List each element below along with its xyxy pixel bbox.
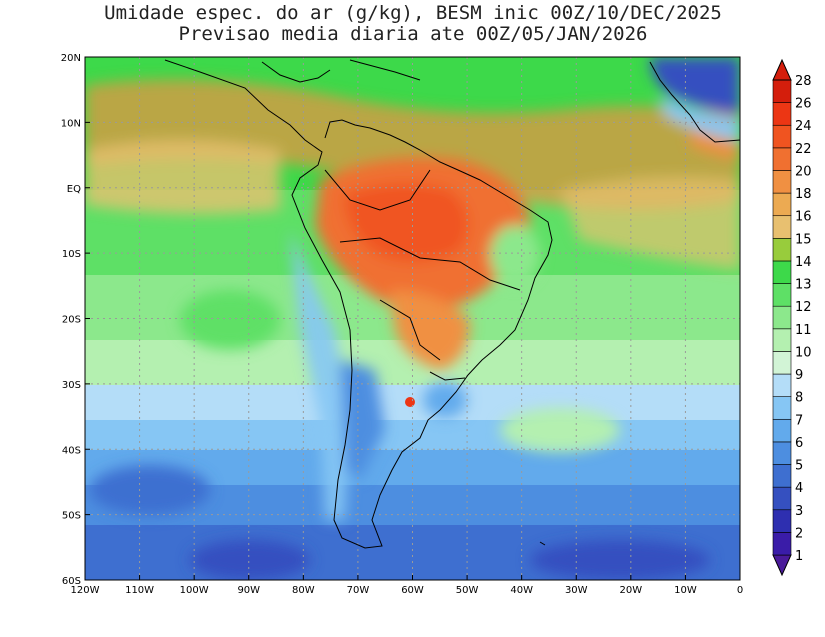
colorbar-level-label: 1 (795, 549, 803, 564)
colorbar-level-label: 8 (795, 391, 803, 406)
lat-tick-label: 10S (62, 249, 81, 260)
lon-tick-label: 80W (292, 585, 315, 596)
colorbar-level-label: 26 (795, 97, 812, 112)
colorbar-swatch (772, 418, 792, 443)
lat-tick-label: 30S (62, 380, 81, 391)
lon-tick-label: 100W (180, 585, 209, 596)
lon-tick-label: 70W (347, 585, 370, 596)
lat-tick-label: 40S (62, 445, 81, 456)
lon-tick-label: 0 (737, 585, 743, 596)
lat-ticks: 20N 10N EQ 10S 20S 30S 40S 50S 60S (61, 53, 90, 587)
lat-tick-label: 20S (62, 315, 81, 326)
colorbar-swatch (772, 238, 792, 262)
colorbar-level-label: 2 (795, 526, 803, 541)
lon-tick-label: 110W (125, 585, 154, 596)
colorbar-level-label: 10 (795, 345, 812, 360)
colorbar-level-label: 15 (795, 232, 812, 247)
colorbar-level-label: 11 (795, 323, 812, 338)
colorbar-swatch (772, 464, 792, 488)
colorbar-swatch (772, 283, 792, 307)
colorbar-level-label: 28 (795, 74, 812, 89)
colorbar-level-label: 22 (795, 142, 812, 157)
lon-tick-label: 20W (620, 585, 643, 596)
colorbar-swatch (772, 192, 792, 217)
map-title-line2: Previsao media diaria ate 00Z/05/JAN/202… (178, 23, 648, 45)
colorbar-swatch (772, 147, 792, 171)
lat-tick-label: 20N (61, 53, 81, 64)
colorbar-swatch (772, 441, 792, 465)
colorbar-swatch (772, 396, 792, 420)
colorbar-swatch (772, 170, 792, 194)
colorbar-level-label: 3 (795, 504, 803, 519)
colorbar-max-arrow (772, 58, 792, 81)
colorbar-min-arrow (772, 554, 792, 577)
colorbar-swatch (772, 102, 792, 126)
colorbar-swatch (772, 486, 792, 511)
colorbar-swatch (772, 124, 792, 149)
colorbar-swatch (772, 351, 792, 375)
lon-tick-label: 40W (510, 585, 533, 596)
colorbar-swatch (772, 328, 792, 352)
lon-ticks: 120W 110W 100W 90W 80W 70W 60W 50W 40W 30W 20W 10W 0 (71, 575, 743, 596)
map-title-line1: Umidade espec. do ar (g/kg), BESM inic 0… (104, 2, 722, 24)
lon-tick-label: 120W (71, 585, 100, 596)
colorbar-swatch (772, 305, 792, 330)
colorbar-swatch (772, 215, 792, 239)
colorbar-level-label: 12 (795, 300, 812, 315)
lat-tick-label: 10N (61, 118, 81, 129)
graticule (85, 57, 740, 580)
lon-tick-label: 60W (401, 585, 424, 596)
colorbar-swatch (772, 509, 792, 533)
colorbar-level-label: 16 (795, 210, 812, 225)
colorbar-level-label: 9 (795, 368, 803, 383)
colorbar-swatch (772, 373, 792, 397)
lat-tick-label: EQ (67, 184, 81, 195)
lon-tick-label: 50W (456, 585, 479, 596)
colorbar-level-label: 5 (795, 459, 803, 474)
colorbar-level-label: 6 (795, 436, 803, 451)
colorbar-swatch (772, 79, 792, 103)
lat-tick-label: 50S (62, 511, 81, 522)
colorbar-level-label: 24 (795, 119, 812, 134)
lat-tick-label: 60S (62, 576, 81, 587)
coastlines (164, 59, 741, 549)
colorbar-level-label: 4 (795, 481, 803, 496)
colorbar-swatch (772, 532, 792, 556)
colorbar-level-label: 20 (795, 164, 812, 179)
lon-tick-label: 90W (237, 585, 260, 596)
lon-tick-label: 30W (565, 585, 588, 596)
colorbar-level-label: 7 (795, 413, 803, 428)
colorbar-level-label: 18 (795, 187, 812, 202)
lon-tick-label: 10W (674, 585, 697, 596)
colorbar-level-label: 13 (795, 278, 812, 293)
colorbar-level-label: 14 (795, 255, 812, 270)
colorbar-swatch (772, 260, 792, 284)
